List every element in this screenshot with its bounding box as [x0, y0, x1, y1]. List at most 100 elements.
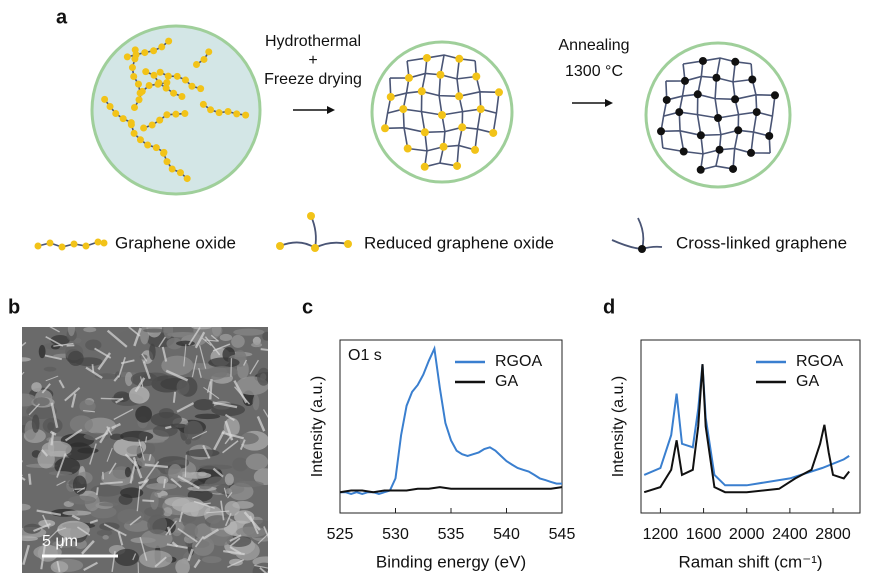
- sem-sheet: [204, 503, 211, 504]
- chain-dot: [216, 109, 223, 116]
- network-node: [423, 54, 431, 62]
- rgo-dot: [276, 242, 284, 250]
- network-node: [455, 55, 463, 63]
- chain-dot: [160, 150, 167, 157]
- chain-dot: [101, 96, 108, 103]
- chain-dot: [112, 110, 119, 117]
- network-node: [729, 165, 737, 173]
- sem-texture: [85, 340, 101, 351]
- chain-dot: [136, 96, 143, 103]
- sem-texture: [231, 335, 245, 348]
- panel-label: c: [302, 296, 313, 318]
- chain-dot: [149, 121, 156, 128]
- network-node: [495, 88, 503, 96]
- chain-dot: [35, 243, 42, 250]
- cross-linked-icon: [612, 218, 662, 249]
- x-axis-label: Binding energy (eV): [376, 552, 526, 571]
- sem-texture: [151, 412, 182, 427]
- sem-texture: [195, 414, 221, 419]
- sem-texture: [33, 397, 49, 406]
- network-node: [472, 73, 480, 81]
- chain-dot: [129, 64, 136, 71]
- legend-label: RGOA: [796, 353, 843, 370]
- sem-texture: [220, 334, 232, 341]
- x-tick-label: 525: [327, 526, 354, 543]
- sem-texture: [193, 399, 214, 410]
- sem-texture: [127, 445, 143, 454]
- sem-texture: [18, 536, 38, 541]
- sem-sheet: [7, 457, 22, 476]
- sem-texture: [251, 343, 262, 348]
- chain-dot: [197, 85, 204, 92]
- chain-dot: [182, 77, 189, 84]
- network-node: [418, 87, 426, 95]
- sem-texture: [157, 476, 169, 484]
- sem-texture: [129, 386, 150, 403]
- sem-texture: [99, 502, 119, 506]
- network-node: [765, 132, 773, 140]
- sem-texture: [191, 325, 212, 330]
- sem-texture: [181, 558, 188, 564]
- rgo-dot: [311, 244, 319, 252]
- sem-texture: [68, 496, 96, 505]
- chain-dot: [177, 169, 184, 176]
- sem-sheet: [29, 474, 30, 485]
- sem-texture: [43, 418, 63, 434]
- sem-texture: [10, 393, 37, 406]
- panel-label: a: [56, 6, 68, 28]
- page: a b c d Hydrothermal + Freeze drying Ann…: [0, 0, 875, 578]
- network-node: [731, 95, 739, 103]
- sem-sheet: [142, 500, 154, 501]
- sem-texture: [44, 367, 57, 372]
- chain-dot: [225, 108, 232, 115]
- x-tick-label: 540: [493, 526, 520, 543]
- sem-texture: [225, 473, 234, 485]
- chain-dot: [156, 117, 163, 124]
- sem-texture: [168, 464, 182, 482]
- legend-label: GA: [796, 373, 819, 390]
- network-node: [453, 162, 461, 170]
- sem-texture: [232, 457, 248, 471]
- network-node: [747, 149, 755, 157]
- chain-dot: [188, 83, 195, 90]
- chain-dot: [207, 106, 214, 113]
- sem-texture: [246, 454, 268, 470]
- network-node: [697, 131, 705, 139]
- chain-dot: [172, 111, 179, 118]
- x-tick-label: 1200: [643, 526, 679, 543]
- panel-label: d: [603, 296, 615, 318]
- chain-dot: [205, 48, 212, 55]
- sem-texture: [253, 395, 260, 411]
- chain-dot: [135, 81, 142, 88]
- chain-dot: [140, 124, 147, 131]
- legend-label: RGOA: [495, 353, 542, 370]
- chain-dot: [124, 53, 131, 60]
- rgo-dot: [344, 240, 352, 248]
- sem-texture: [186, 449, 220, 457]
- y-axis-label: Intensity (a.u.): [610, 376, 627, 477]
- chain-dot: [131, 130, 138, 137]
- legend-text: Reduced graphene oxide: [364, 233, 554, 252]
- chain-dot: [174, 73, 181, 80]
- network-node: [387, 93, 395, 101]
- chain-dot: [141, 49, 148, 56]
- x-axis-label: Raman shift (cm⁻¹): [678, 552, 822, 571]
- rgo-dot: [307, 212, 315, 220]
- network-node: [731, 58, 739, 66]
- network-node: [405, 74, 413, 82]
- chain-dot: [164, 158, 171, 165]
- x-tick-label: 530: [382, 526, 409, 543]
- process-text: Hydrothermal: [265, 33, 361, 50]
- network-node: [477, 105, 485, 113]
- network-node: [699, 57, 707, 65]
- chain-dot: [193, 61, 200, 68]
- sem-texture: [199, 465, 232, 470]
- network-node: [436, 71, 444, 79]
- chain-dot: [158, 43, 165, 50]
- arrow-head: [327, 106, 335, 114]
- network-node: [458, 123, 466, 131]
- sem-texture: [68, 321, 75, 336]
- y-axis-label: Intensity (a.u.): [309, 376, 326, 477]
- chain-dot: [133, 51, 140, 58]
- chain-dot: [153, 144, 160, 151]
